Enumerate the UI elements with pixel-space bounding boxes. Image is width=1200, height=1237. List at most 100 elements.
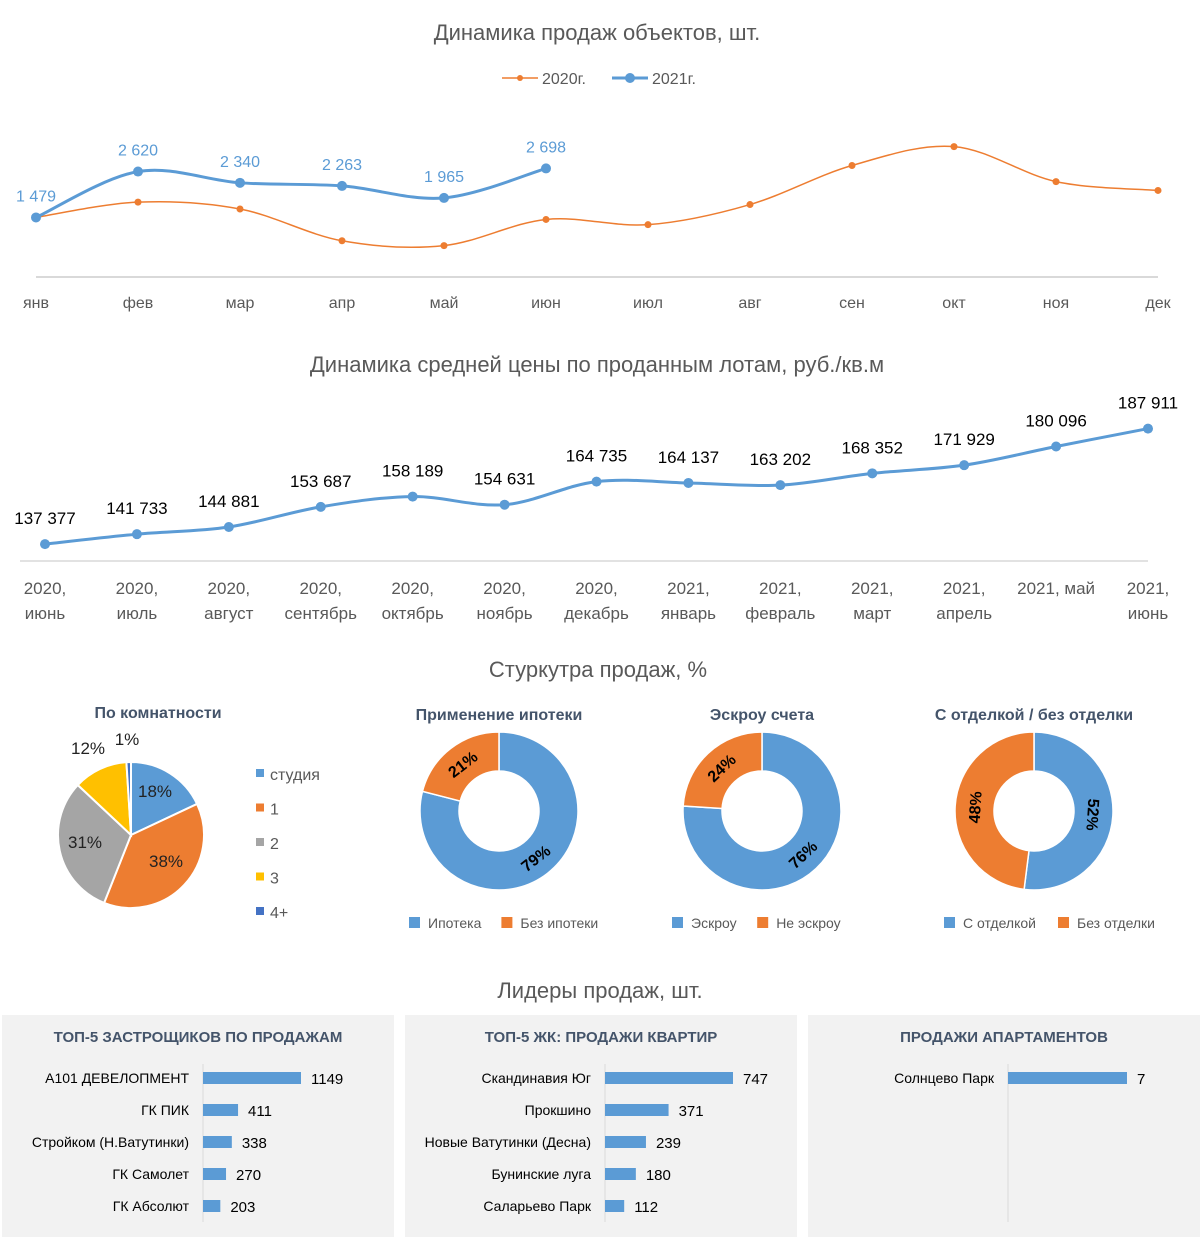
x-tick-label: 2020,: [299, 579, 342, 598]
data-label: 144 881: [198, 492, 259, 511]
x-tick-label: 2020,: [575, 579, 618, 598]
chart-title: Динамика продаж объектов, шт.: [434, 20, 761, 45]
legend-swatch: [409, 917, 420, 928]
legend-swatch: [757, 917, 769, 928]
x-tick-label: июл: [633, 295, 663, 312]
data-label: 2 698: [526, 139, 566, 156]
chart-title: Динамика средней цены по проданным лотам…: [310, 352, 884, 377]
x-tick-label: мар: [226, 295, 255, 312]
data-point: [542, 215, 550, 223]
legend-label: Эскроу: [691, 915, 737, 931]
data-point: [644, 221, 652, 229]
data-point: [775, 480, 786, 491]
legend-swatch: [256, 838, 264, 846]
series-line-1: [35, 166, 547, 219]
donut-slice: [682, 731, 842, 891]
legend-swatch: [944, 917, 955, 928]
x-tick-label: 2020,: [208, 579, 251, 598]
data-label: 1%: [115, 730, 140, 749]
donut-title: Применение ипотеки: [416, 707, 583, 724]
bar-value-label: 371: [679, 1103, 704, 1120]
x-tick-label: май: [430, 295, 459, 312]
legend-swatch: [256, 872, 264, 881]
x-tick-label: 2021, май: [1017, 579, 1095, 598]
legend-marker-0: [517, 75, 523, 81]
panel-title: ТОП-5 ЖК: ПРОДАЖИ КВАРТИР: [485, 1029, 718, 1046]
data-label: 1 479: [16, 188, 56, 205]
data-label: 168 352: [842, 438, 903, 457]
x-tick-label: 2021,: [943, 579, 986, 598]
x-tick-label: июнь: [25, 604, 66, 623]
bar: [203, 1168, 227, 1180]
data-point: [1143, 423, 1153, 434]
donut-slice: [954, 731, 1035, 891]
data-point: [134, 198, 142, 206]
section-title: Стуркутра продаж, %: [489, 657, 707, 682]
data-point: [407, 491, 418, 502]
x-tick-label: ноя: [1043, 295, 1069, 312]
data-point: [959, 460, 970, 471]
data-point: [236, 205, 244, 213]
bar-value-label: 747: [743, 1071, 768, 1088]
data-label: 1 965: [424, 169, 464, 186]
x-tick-label: август: [204, 604, 253, 623]
data-label: 12%: [71, 739, 105, 758]
data-point: [315, 501, 326, 512]
x-tick-label: апрель: [936, 604, 992, 623]
bar-value-label: 239: [656, 1135, 681, 1152]
bar-value-label: 203: [230, 1199, 255, 1216]
bar-value-label: 411: [248, 1103, 272, 1120]
data-point: [40, 539, 50, 550]
data-point: [1154, 186, 1162, 194]
section-title: Лидеры продаж, шт.: [497, 978, 702, 1003]
pie-title: По комнатности: [94, 705, 221, 722]
legend-label: 4+: [270, 905, 288, 922]
x-tick-label: дек: [1145, 295, 1171, 312]
bar-category-label: ГК Абсолют: [113, 1198, 190, 1214]
bar: [203, 1200, 221, 1212]
legend-label: 2: [270, 836, 279, 853]
legend-label: Не эскроу: [776, 915, 840, 931]
bar-value-label: 1149: [311, 1071, 343, 1088]
data-label: 187 911: [1118, 394, 1178, 413]
data-label: 171 929: [933, 430, 994, 449]
donut-slice: [1023, 731, 1114, 891]
bar: [605, 1200, 625, 1212]
legend-label: 2021г.: [652, 71, 696, 88]
data-point: [683, 477, 694, 488]
x-tick-label: апр: [329, 295, 356, 312]
data-point: [440, 242, 448, 250]
x-tick-label: окт: [942, 295, 966, 312]
data-label: 137 377: [14, 509, 75, 528]
data-point: [338, 237, 346, 245]
panel-background: [2, 1015, 394, 1237]
donut-slice: [419, 731, 579, 891]
x-tick-label: январь: [661, 604, 716, 623]
data-label: 158 189: [382, 462, 443, 481]
x-tick-label: 2020,: [483, 579, 526, 598]
legend-label: С отделкой: [963, 915, 1036, 931]
x-tick-label: март: [853, 604, 891, 623]
legend-label: Без ипотеки: [520, 915, 598, 931]
data-point: [746, 201, 754, 209]
data-point: [499, 499, 510, 510]
legend-marker-1: [625, 73, 635, 83]
x-tick-label: 2020,: [116, 579, 159, 598]
bar: [605, 1136, 646, 1148]
data-point: [223, 521, 234, 532]
legend-label: 1: [270, 802, 279, 819]
legend-label: 3: [270, 871, 279, 888]
data-label: 154 631: [474, 470, 535, 489]
bar-category-label: ГК Самолет: [112, 1166, 189, 1182]
data-label: 180 096: [1025, 411, 1086, 430]
data-label: 2 263: [322, 157, 362, 174]
x-tick-label: июль: [117, 604, 158, 623]
legend-label: Ипотека: [428, 915, 482, 931]
data-label: 2 340: [220, 154, 260, 171]
data-label: 141 733: [106, 499, 167, 518]
bar-value-label: 338: [242, 1135, 267, 1152]
pie-slice: [102, 802, 205, 909]
legend-swatch: [256, 769, 264, 777]
legend-label: 2020г.: [542, 71, 586, 88]
data-point: [337, 180, 347, 191]
